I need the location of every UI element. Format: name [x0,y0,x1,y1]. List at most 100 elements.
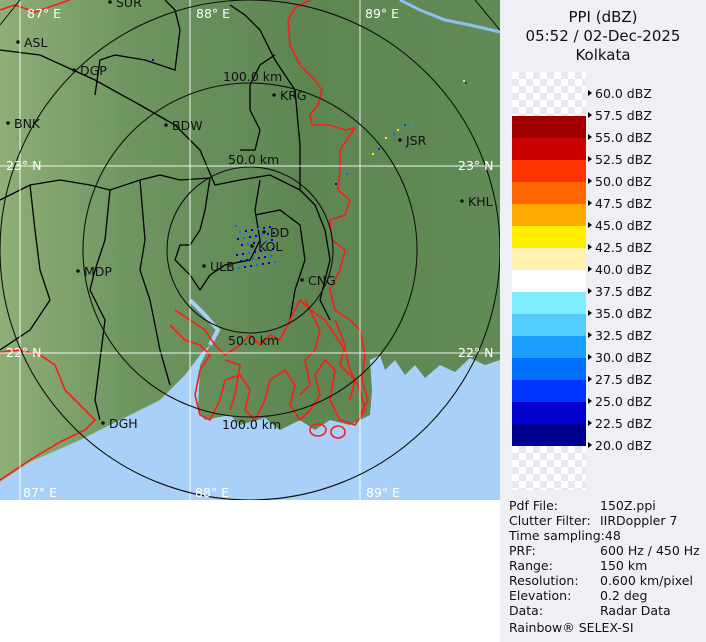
legend-level-label: 40.0 dBZ [588,263,652,277]
pointer-icon [588,442,592,448]
lat-label-22n: 22° N [6,345,41,360]
legend-level-label: 37.5 dBZ [588,285,652,299]
radar-echo [254,251,256,253]
radar-echo [412,124,414,126]
city-marker: KOL [250,239,282,254]
radar-map[interactable]: 100.0 km 50.0 km 50.0 km 100.0 km 87° E … [0,0,500,500]
city-dot [72,68,76,72]
city-dot [76,269,80,273]
legend-level-label: 50.0 dBZ [588,175,652,189]
city-label: JSR [405,133,427,148]
legend-level-text: 42.5 dBZ [595,240,652,255]
radar-echo [260,250,262,252]
legend-swatch [512,138,586,160]
legend-level-label: 45.0 dBZ [588,219,652,233]
legend-level-text: 50.0 dBZ [595,174,652,189]
radar-echo [152,59,154,61]
legend-level-text: 40.0 dBZ [595,262,652,277]
legend-level-label: 55.0 dBZ [588,131,652,145]
radar-echo [268,262,270,264]
lon-label-87e-bottom: 87° E [23,485,57,500]
city-marker: BNK [6,116,41,131]
radar-echo [258,257,260,259]
lon-label-88e-bottom: 88° E [195,485,229,500]
legend-level-text: 52.5 dBZ [595,152,652,167]
radar-echo [259,241,261,243]
legend-swatch [512,270,586,292]
city-marker: ULB [202,259,235,274]
pointer-icon [588,112,592,118]
city-marker: DGP [72,63,107,78]
info-row: Range: 150 km [509,558,647,573]
legend-swatch-above-range [512,72,586,116]
pointer-icon [588,266,592,272]
info-label: Data: [509,603,544,618]
radar-echo [257,228,259,230]
info-value: 150 km [600,558,648,573]
radar-echo [261,234,263,236]
city-label: DGP [80,63,107,78]
legend-level-label: 57.5 dBZ [588,109,652,123]
radar-echo [236,254,238,256]
legend-level-label: 52.5 dBZ [588,153,652,167]
legend-swatch-below-range [512,446,586,490]
radar-echo [242,253,244,255]
city-label: SUR [116,0,142,10]
info-row: Resolution: 0.600 km/pixel [509,573,693,588]
radar-echo [253,242,255,244]
city-dot [108,0,112,4]
city-label: KHL [468,194,493,209]
legend-level-text: 45.0 dBZ [595,218,652,233]
district-borders [0,0,331,421]
radar-echo [235,225,237,227]
city-label: MDP [84,264,112,279]
legend-level-label: 25.0 dBZ [588,395,652,409]
info-label: Range: [509,558,553,573]
pointer-icon [588,310,592,316]
legend-level-label: 27.5 dBZ [588,373,652,387]
legend-level-label: 22.5 dBZ [588,417,652,431]
range-ring-100km [82,82,418,418]
legend-swatch [512,336,586,358]
city-marker: JSR [398,133,427,148]
lon-label-89e-bottom: 89° E [366,485,400,500]
legend-swatch [512,380,586,402]
pointer-icon [588,288,592,294]
radar-echo [465,82,467,84]
legend-level-text: 35.0 dBZ [595,306,652,321]
city-marker: KRG [272,88,307,103]
pointer-icon [588,376,592,382]
legend-swatch [512,358,586,380]
pointer-icon [588,222,592,228]
pointer-icon [588,398,592,404]
radar-echo [251,229,253,231]
info-value: 600 Hz / 450 Hz [600,543,700,558]
info-row: Time sampling:48 [509,528,621,543]
radar-echo [238,267,240,269]
station-name: Kolkata [575,46,631,64]
radar-echo [245,230,247,232]
legend-level-text: 27.5 dBZ [595,372,652,387]
datetime: 05:52 / 02-Dec-2025 [525,27,681,45]
lat-label-22n-right: 22° N [458,345,493,360]
city-marker: BDW [164,118,203,133]
city-dot [16,40,20,44]
legend-level-label: 30.0 dBZ [588,351,652,365]
legend-level-label: 20.0 dBZ [588,439,652,453]
legend-swatch [512,248,586,270]
radar-echo [237,238,239,240]
city-label: DD [270,225,289,240]
legend-level-text: 55.0 dBZ [595,130,652,145]
city-dot [250,244,254,248]
info-value: 0.2 deg [600,588,648,603]
pointer-icon [588,354,592,360]
map-frame-diagonal [0,0,21,26]
legend-swatch [512,226,586,248]
radar-echo [385,137,387,139]
legend-swatch [512,160,586,182]
radar-echo [244,266,246,268]
info-value: 48 [604,528,621,543]
info-value: Radar Data [600,603,671,618]
radar-echo [346,173,348,175]
lon-label-88e: 88° E [196,6,230,21]
